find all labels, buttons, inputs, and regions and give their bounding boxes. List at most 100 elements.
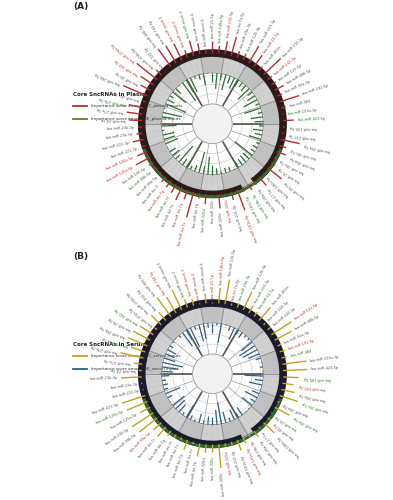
Wedge shape: [200, 303, 225, 324]
Text: hsa-miR-99a-5p: hsa-miR-99a-5p: [129, 431, 152, 454]
Text: hsa-miR-30a-5p: hsa-miR-30a-5p: [303, 142, 331, 152]
Text: hsa-miR-let-7f: hsa-miR-let-7f: [158, 440, 174, 463]
Text: hsa-miR-484: hsa-miR-484: [290, 349, 312, 358]
Text: hsa-miR-342-3p: hsa-miR-342-3p: [112, 307, 138, 326]
Text: hsa-miR-744-5p: hsa-miR-744-5p: [149, 269, 167, 295]
Text: hsa-miR-20a-5p: hsa-miR-20a-5p: [257, 186, 277, 211]
Text: hsa-miR-100-5p: hsa-miR-100-5p: [105, 427, 130, 446]
Text: Importance score among DE_plasma inputs: Importance score among DE_plasma inputs: [91, 117, 180, 121]
Text: hsa-miR-125a-5p: hsa-miR-125a-5p: [105, 164, 134, 182]
Text: hsa-miR-374a-5p: hsa-miR-374a-5p: [109, 41, 135, 63]
Text: hsa-miR-26a-5p: hsa-miR-26a-5p: [101, 336, 129, 348]
Text: hsa-miR-532-5p: hsa-miR-532-5p: [136, 288, 158, 311]
Text: hsa-miR-320d: hsa-miR-320d: [201, 456, 207, 481]
Text: hsa-miR-221-3p: hsa-miR-221-3p: [91, 402, 119, 415]
Text: hsa-miR-744-5p: hsa-miR-744-5p: [148, 18, 166, 44]
Text: hsa-miR-92a-3p: hsa-miR-92a-3p: [283, 330, 311, 345]
Wedge shape: [221, 168, 248, 194]
Text: hsa-miR-660-5p: hsa-miR-660-5p: [138, 22, 158, 48]
Text: hsa-miR-99b-5p: hsa-miR-99b-5p: [129, 170, 153, 192]
Text: hsa-miR-320a: hsa-miR-320a: [224, 450, 233, 474]
Wedge shape: [252, 141, 279, 169]
Text: hsa-miR-19b-3p: hsa-miR-19b-3p: [250, 438, 268, 464]
Text: hsa-miR-novel-2: hsa-miR-novel-2: [171, 19, 185, 48]
Text: hsa-let-7a-5p: hsa-let-7a-5p: [231, 277, 241, 300]
Text: hsa-miR-423-5p: hsa-miR-423-5p: [310, 366, 339, 372]
Text: hsa-miR-146a-5p: hsa-miR-146a-5p: [218, 12, 224, 42]
Text: hsa-miR-423-5p: hsa-miR-423-5p: [297, 116, 325, 122]
Text: hsa-miR-26a-5p: hsa-miR-26a-5p: [112, 90, 140, 102]
Text: hsa-miR-185-5p: hsa-miR-185-5p: [288, 125, 317, 130]
Text: hsa-miR-30e-5p: hsa-miR-30e-5p: [292, 415, 318, 432]
Text: hsa-miR-122-5p: hsa-miR-122-5p: [293, 302, 319, 322]
Text: hsa-miR-222-3p: hsa-miR-222-3p: [102, 140, 130, 151]
Text: hsa-miR-17-5p: hsa-miR-17-5p: [267, 186, 287, 209]
Text: hsa-miR-30d-5p: hsa-miR-30d-5p: [288, 154, 316, 170]
Text: hsa-miR-let-7b: hsa-miR-let-7b: [190, 460, 199, 486]
Text: hsa-miR-let-7e: hsa-miR-let-7e: [161, 202, 176, 227]
Wedge shape: [260, 350, 283, 374]
Text: hsa-miR-let-7f: hsa-miR-let-7f: [155, 195, 171, 218]
Text: hsa-miR-374b-5p: hsa-miR-374b-5p: [125, 290, 150, 314]
Text: hsa-miR-let-7b: hsa-miR-let-7b: [191, 202, 200, 228]
Wedge shape: [146, 141, 173, 169]
Text: hsa-miR-106b-5p: hsa-miR-106b-5p: [265, 174, 290, 198]
Text: hsa-miR-let-7i: hsa-miR-let-7i: [141, 183, 161, 204]
Text: hsa-miR-27b-3p: hsa-miR-27b-3p: [97, 96, 126, 106]
Text: hsa-miR-210-3p: hsa-miR-210-3p: [233, 203, 244, 231]
Wedge shape: [142, 303, 283, 444]
Wedge shape: [177, 168, 204, 194]
Text: hsa-miR-19b-3p: hsa-miR-19b-3p: [252, 192, 270, 218]
Text: hsa-miR-novel-1: hsa-miR-novel-1: [156, 260, 173, 287]
Text: hsa-miR-155-5p: hsa-miR-155-5p: [226, 10, 235, 38]
Circle shape: [193, 354, 232, 394]
Text: hsa-miR-28-3p: hsa-miR-28-3p: [114, 70, 138, 85]
Text: hsa-miR-let-7c: hsa-miR-let-7c: [177, 220, 187, 246]
Text: hsa-miR-221-3p: hsa-miR-221-3p: [111, 146, 139, 158]
Text: hsa-miR-197-3p: hsa-miR-197-3p: [297, 383, 325, 391]
Text: hsa-miR-26b-5p: hsa-miR-26b-5p: [93, 72, 121, 86]
Text: hsa-miR-21-5p: hsa-miR-21-5p: [210, 12, 215, 38]
Text: hsa-miR-27a-3p: hsa-miR-27a-3p: [95, 106, 123, 114]
Text: hsa-miR-23a-3p: hsa-miR-23a-3p: [110, 382, 138, 390]
Wedge shape: [200, 53, 225, 74]
Text: Core SncRNAs in Serum: Core SncRNAs in Serum: [73, 342, 146, 347]
Text: hsa-miR-181a-5p: hsa-miR-181a-5p: [246, 446, 263, 475]
Text: hsa-miR-320b: hsa-miR-320b: [219, 472, 226, 496]
Circle shape: [162, 323, 263, 424]
Text: hsa-miR-320c: hsa-miR-320c: [210, 198, 215, 223]
Text: hsa-miR-181a-5p: hsa-miR-181a-5p: [245, 194, 261, 222]
Text: hsa-miR-103a-3p: hsa-miR-103a-3p: [310, 354, 340, 362]
Text: hsa-miR-17-5p: hsa-miR-17-5p: [261, 430, 281, 452]
Text: hsa-miR-novel-3: hsa-miR-novel-3: [179, 9, 191, 38]
Text: hsa-miR-let-7g: hsa-miR-let-7g: [147, 189, 166, 212]
Text: hsa-miR-16-5p: hsa-miR-16-5p: [258, 287, 276, 310]
Text: hsa-miR-27a-3p: hsa-miR-27a-3p: [102, 357, 130, 364]
Text: hsa-miR-99b-5p: hsa-miR-99b-5p: [114, 432, 138, 453]
Text: hsa-miR-let-7e: hsa-miR-let-7e: [166, 442, 181, 468]
Text: hsa-miR-novel-5: hsa-miR-novel-5: [201, 17, 208, 46]
Text: hsa-miR-23a-3p: hsa-miR-23a-3p: [105, 132, 133, 140]
Text: hsa-miR-let-7c: hsa-miR-let-7c: [183, 447, 194, 473]
Text: hsa-miR-let-7d: hsa-miR-let-7d: [172, 202, 185, 228]
Text: hsa-miR-320a: hsa-miR-320a: [224, 198, 232, 222]
Text: hsa-miR-novel-5: hsa-miR-novel-5: [200, 261, 207, 290]
Text: hsa-miR-99a-5p: hsa-miR-99a-5p: [136, 175, 159, 197]
Text: hsa-miR-125b-5p: hsa-miR-125b-5p: [105, 156, 135, 171]
Wedge shape: [238, 62, 266, 91]
Text: hsa-miR-451a: hsa-miR-451a: [263, 44, 282, 66]
Text: hsa-miR-486-5p: hsa-miR-486-5p: [294, 314, 320, 332]
Text: hsa-miR-25-3p: hsa-miR-25-3p: [277, 166, 301, 183]
Text: hsa-miR-451a: hsa-miR-451a: [271, 285, 290, 306]
Text: hsa-miR-150-5p: hsa-miR-150-5p: [282, 35, 305, 58]
Text: hsa-miR-25-3p: hsa-miR-25-3p: [274, 414, 298, 431]
Text: hsa-miR-30c-5p: hsa-miR-30c-5p: [301, 400, 328, 413]
Text: hsa-miR-30c-5p: hsa-miR-30c-5p: [289, 147, 317, 160]
Text: hsa-miR-125a-5p: hsa-miR-125a-5p: [109, 412, 138, 430]
Text: hsa-miR-novel-3: hsa-miR-novel-3: [181, 267, 193, 296]
Text: hsa-miR-92a-3p: hsa-miR-92a-3p: [285, 80, 312, 94]
Text: hsa-miR-142-3p: hsa-miR-142-3p: [272, 306, 297, 326]
Text: hsa-miR-210-3p: hsa-miR-210-3p: [231, 448, 242, 477]
Text: Importance score among DE_serum inputs: Importance score among DE_serum inputs: [91, 367, 178, 371]
Wedge shape: [146, 391, 173, 419]
